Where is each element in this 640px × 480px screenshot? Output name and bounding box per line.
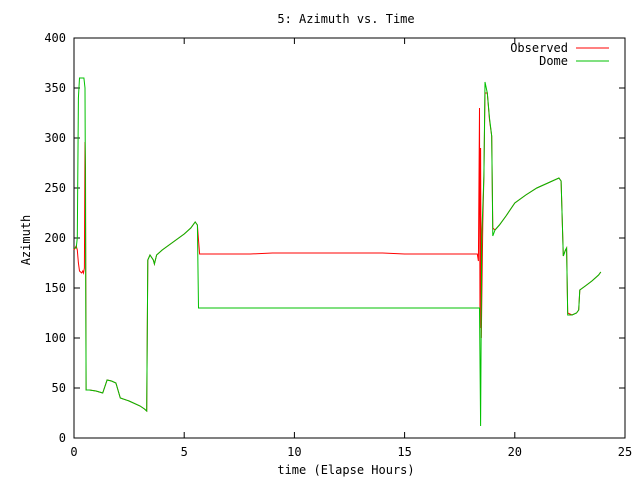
chart-title: 5: Azimuth vs. Time [277, 12, 414, 26]
legend-label: Dome [539, 54, 568, 68]
y-tick-label: 50 [52, 381, 66, 395]
series-group [73, 77, 602, 427]
y-tick-label: 200 [44, 231, 66, 245]
y-tick-label: 250 [44, 181, 66, 195]
y-axis-label: Azimuth [19, 215, 33, 266]
plot-frame [73, 37, 626, 439]
x-tick-label: 25 [618, 445, 632, 459]
series-line-observed [73, 92, 602, 413]
x-tick-label: 5 [181, 445, 188, 459]
series-line-dome [74, 77, 602, 427]
legend-label: Observed [510, 41, 568, 55]
x-tick-label: 10 [287, 445, 301, 459]
x-tick-label: 15 [397, 445, 411, 459]
y-tick-label: 300 [44, 131, 66, 145]
x-tick-label: 20 [508, 445, 522, 459]
x-tick-label: 0 [70, 445, 77, 459]
y-tick-label: 150 [44, 281, 66, 295]
y-tick-label: 100 [44, 331, 66, 345]
y-tick-label: 0 [59, 431, 66, 445]
x-axis-label: time (Elapse Hours) [277, 463, 414, 477]
y-tick-label: 400 [44, 31, 66, 45]
y-tick-label: 350 [44, 81, 66, 95]
